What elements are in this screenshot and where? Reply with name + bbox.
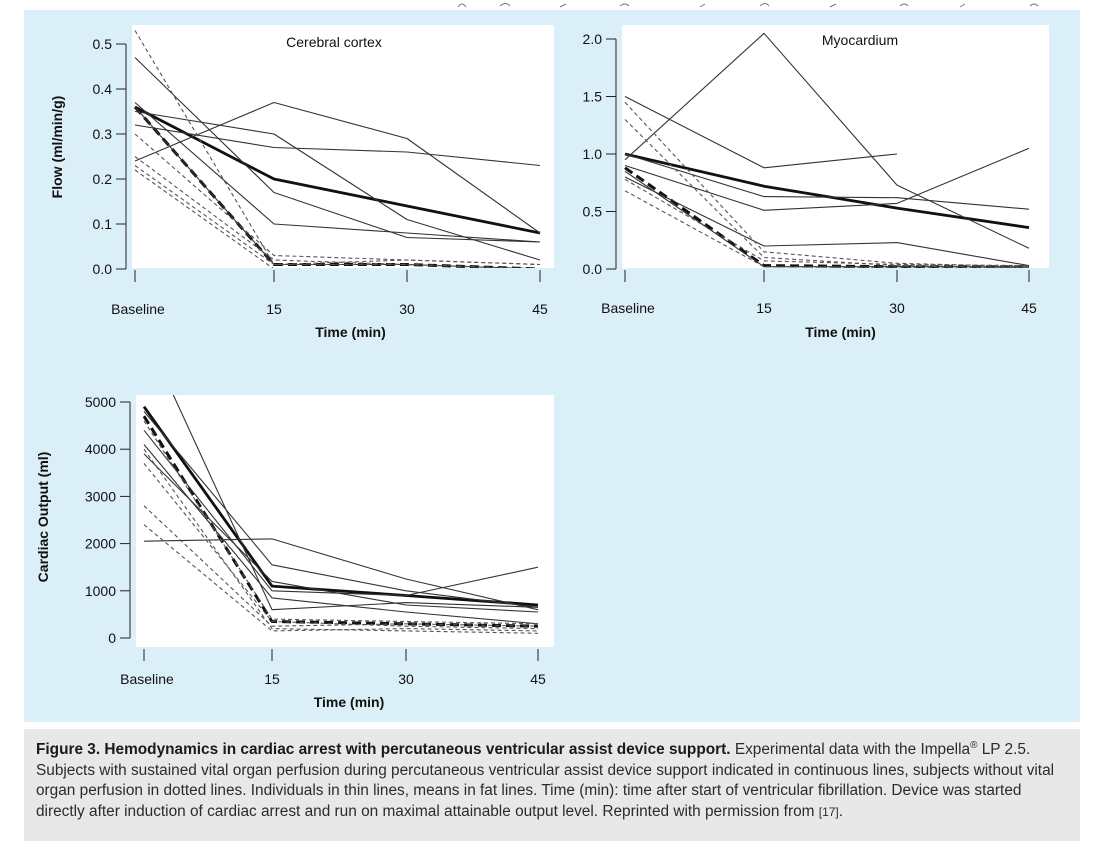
series-line-thin-dotted	[134, 156, 527, 268]
series-line-thin-dotted	[143, 420, 539, 625]
caption-end-punct: .	[838, 802, 844, 820]
y-axis-title: Cardiac Output (ml)	[35, 452, 51, 583]
series-line-thin-continuous	[624, 96, 898, 169]
series-line-thin-dotted	[624, 119, 1030, 268]
x-tick-label: Baseline	[111, 301, 165, 317]
chart-2-series-group	[624, 32, 1030, 268]
series-line-thin-dotted	[143, 505, 539, 627]
series-line-thin-dotted	[143, 463, 539, 630]
y-axis-title: Flow (ml/min/g)	[49, 96, 65, 199]
chart-2-plot-area	[622, 25, 1049, 268]
x-tick-label: 15	[266, 301, 282, 317]
x-tick-label: 15	[756, 300, 772, 316]
figure-caption: Figure 3. Hemodynamics in cardiac arrest…	[24, 729, 1080, 841]
series-line-thin-continuous	[624, 32, 1030, 249]
y-tick-label: 4000	[85, 441, 116, 457]
series-line-thin-dotted	[134, 165, 541, 266]
y-tick-label: 2.0	[583, 31, 603, 47]
y-tick-label: 0.0	[93, 261, 113, 277]
x-tick-label: 30	[399, 301, 415, 317]
series-line-thin-continuous	[134, 124, 541, 167]
y-tick-label: 0.5	[583, 204, 603, 220]
series-line-thin-continuous	[143, 453, 539, 613]
series-line-thin-dotted	[624, 178, 1030, 267]
cropped-header-text	[0, 0, 1096, 10]
series-line-thin-continuous	[143, 411, 539, 608]
y-tick-label: 1000	[85, 583, 116, 599]
y-tick-label: 1.0	[583, 146, 603, 162]
caption-registered-mark: ®	[970, 740, 978, 751]
caption-text-part1: Experimental data with the Impella	[734, 741, 971, 759]
y-tick-label: 0.4	[93, 81, 113, 97]
x-tick-label: 30	[398, 671, 414, 687]
series-line-mean-dotted	[142, 415, 539, 628]
y-tick-label: 0.2	[93, 171, 113, 187]
y-tick-label: 0.3	[93, 126, 113, 142]
charts-svg: 0.0 0.1 0.2 0.3 0.4 0.5 Baseline 15 30 45 Time (mi…	[35, 25, 1049, 710]
x-tick-label: 15	[264, 671, 280, 687]
caption-text-part2: LP 2.5. Subjects with sustained vital or…	[36, 741, 1055, 820]
y-tick-label: 0	[108, 630, 116, 646]
y-tick-label: 2000	[85, 536, 116, 552]
series-line-thin-dotted	[134, 169, 274, 268]
chart-3-series-group	[142, 395, 539, 634]
cropped-header-strokes	[457, 3, 1039, 8]
y-tick-label: 0.5	[93, 36, 113, 52]
y-tick-label: 5000	[85, 394, 116, 410]
y-tick-label: 0.1	[93, 216, 113, 232]
chart-title: Myocardium	[822, 32, 898, 48]
series-line-thin-continuous	[172, 395, 539, 611]
x-tick-label: 45	[1021, 300, 1037, 316]
x-tick-label: 45	[532, 301, 548, 317]
chart-1-plot-area	[132, 25, 554, 268]
x-axis-title: Time (min)	[805, 324, 876, 340]
series-line-thin-dotted	[143, 448, 539, 634]
x-axis-title: Time (min)	[315, 324, 386, 340]
x-tick-label: 30	[889, 300, 905, 316]
series-line-thin-dotted	[134, 133, 541, 266]
figure-panel: 0.0 0.1 0.2 0.3 0.4 0.5 Baseline 15 30 45 Time (mi…	[24, 10, 1080, 722]
x-tick-label: Baseline	[601, 300, 655, 316]
x-tick-label: Baseline	[120, 671, 174, 687]
chart-title: Cerebral cortex	[286, 34, 382, 50]
caption-figure-label: Figure 3. Hemodynamics in cardiac arrest…	[36, 741, 731, 759]
series-line-thin-dotted	[624, 190, 1029, 268]
series-line-thin-continuous	[624, 147, 1030, 211]
chart-2: 0.0 0.5 1.0 1.5 2.0 Baseline 15 30 45 Time (min) M…	[583, 25, 1049, 340]
series-line-thin-continuous	[624, 176, 1030, 267]
series-line-thin-continuous	[134, 102, 541, 243]
series-line-thin-continuous	[624, 153, 1030, 210]
y-tick-label: 1.5	[583, 89, 603, 105]
series-line-thin-continuous	[143, 538, 539, 611]
chart-3: 0 1000 2000 3000 4000 5000 Baseline 15 30 45 Time …	[35, 394, 554, 710]
x-axis-title: Time (min)	[314, 694, 385, 710]
series-line-thin-continuous	[143, 444, 539, 625]
chart-1-series-group	[133, 30, 541, 268]
series-line-mean-continuous	[142, 405, 539, 607]
y-tick-label: 0.0	[583, 261, 603, 277]
series-line-mean-continuous	[134, 105, 541, 235]
caption-reference: [17]	[818, 804, 839, 819]
chart-1: 0.0 0.1 0.2 0.3 0.4 0.5 Baseline 15 30 45 Time (mi…	[49, 25, 554, 340]
y-tick-label: 3000	[85, 488, 116, 504]
x-tick-label: 45	[530, 671, 546, 687]
series-line-thin-continuous	[134, 110, 541, 261]
series-line-thin-continuous	[134, 101, 541, 234]
